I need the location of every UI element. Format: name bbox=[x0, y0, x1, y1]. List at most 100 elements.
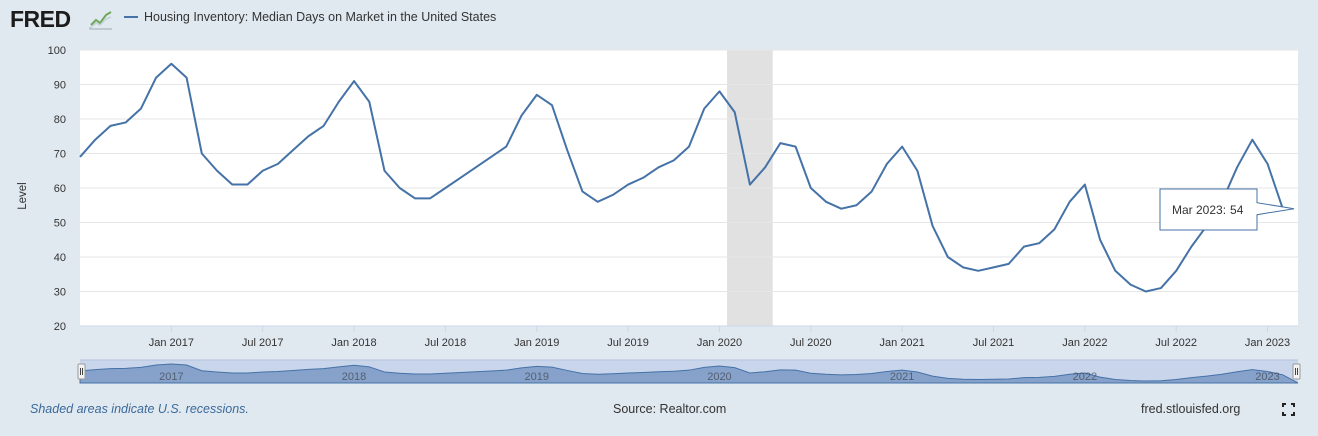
data-point[interactable] bbox=[627, 183, 629, 185]
site-link[interactable]: fred.stlouisfed.org bbox=[1141, 402, 1241, 416]
data-point[interactable] bbox=[353, 80, 355, 82]
data-point[interactable] bbox=[886, 163, 888, 165]
data-point[interactable] bbox=[1175, 270, 1177, 272]
data-point[interactable] bbox=[1129, 283, 1131, 285]
data-point[interactable] bbox=[931, 225, 933, 227]
data-point[interactable] bbox=[338, 101, 340, 103]
data-point[interactable] bbox=[1008, 263, 1010, 265]
data-point[interactable] bbox=[520, 114, 522, 116]
data-point[interactable] bbox=[1068, 201, 1070, 203]
data-point[interactable] bbox=[1038, 242, 1040, 244]
data-point[interactable] bbox=[1190, 245, 1192, 247]
data-point[interactable] bbox=[855, 204, 857, 206]
data-point[interactable] bbox=[94, 139, 96, 141]
fred-logo[interactable]: FRED bbox=[10, 6, 71, 32]
data-point[interactable] bbox=[794, 145, 796, 147]
data-point[interactable] bbox=[566, 149, 568, 151]
data-point[interactable] bbox=[551, 104, 553, 106]
x-tick-label: Jul 2022 bbox=[1155, 337, 1197, 349]
data-point[interactable] bbox=[673, 159, 675, 161]
data-point[interactable] bbox=[459, 176, 461, 178]
data-point[interactable] bbox=[1099, 239, 1101, 241]
data-point[interactable] bbox=[810, 187, 812, 189]
data-point[interactable] bbox=[383, 170, 385, 172]
series-line[interactable] bbox=[79, 62, 1284, 293]
data-point[interactable] bbox=[505, 145, 507, 147]
data-point[interactable] bbox=[703, 107, 705, 109]
y-tick-label: 60 bbox=[54, 183, 66, 195]
data-point[interactable] bbox=[444, 187, 446, 189]
data-point[interactable] bbox=[170, 63, 172, 65]
data-point[interactable] bbox=[216, 170, 218, 172]
data-point[interactable] bbox=[277, 163, 279, 165]
navigator-year-label: 2022 bbox=[1073, 371, 1097, 383]
fred-chart-icon bbox=[88, 8, 114, 30]
data-point[interactable] bbox=[536, 94, 538, 96]
data-point[interactable] bbox=[825, 201, 827, 203]
data-point[interactable] bbox=[779, 142, 781, 144]
handle-grip[interactable] bbox=[1292, 363, 1301, 380]
data-point[interactable] bbox=[1023, 245, 1025, 247]
data-point[interactable] bbox=[962, 266, 964, 268]
data-point[interactable] bbox=[475, 166, 477, 168]
data-point[interactable] bbox=[840, 208, 842, 210]
navigator-handle-right[interactable] bbox=[1292, 363, 1301, 380]
navigator-year-label: 2019 bbox=[525, 371, 549, 383]
data-point[interactable] bbox=[733, 111, 735, 113]
data-point[interactable] bbox=[231, 183, 233, 185]
data-point[interactable] bbox=[749, 183, 751, 185]
recession-note: Shaded areas indicate U.S. recessions. bbox=[30, 402, 249, 416]
data-point[interactable] bbox=[155, 76, 157, 78]
data-point[interactable] bbox=[947, 256, 949, 258]
data-point[interactable] bbox=[399, 187, 401, 189]
data-point[interactable] bbox=[262, 170, 264, 172]
navigator-year-label: 2017 bbox=[159, 371, 183, 383]
data-point[interactable] bbox=[414, 197, 416, 199]
line-chart[interactable]: 20 30 40 50 60 70 80 90 100 Jan 2017 Jul 2017 Jan … bbox=[0, 0, 1318, 400]
data-point[interactable] bbox=[1053, 228, 1055, 230]
x-tick-label: Jan 2021 bbox=[880, 337, 925, 349]
data-point[interactable] bbox=[1266, 163, 1268, 165]
navigator-handle-left[interactable] bbox=[77, 363, 86, 380]
data-point[interactable] bbox=[429, 197, 431, 199]
data-point[interactable] bbox=[1236, 166, 1238, 168]
legend-swatch bbox=[124, 16, 138, 18]
data-point[interactable] bbox=[307, 135, 309, 137]
data-point[interactable] bbox=[246, 183, 248, 185]
navigator-year-label: 2021 bbox=[890, 371, 914, 383]
legend-label: Housing Inventory: Median Days on Market… bbox=[144, 10, 497, 24]
data-point[interactable] bbox=[1084, 183, 1086, 185]
data-point[interactable] bbox=[490, 156, 492, 158]
data-point[interactable] bbox=[718, 90, 720, 92]
data-point[interactable] bbox=[1114, 270, 1116, 272]
data-point[interactable] bbox=[124, 121, 126, 123]
data-point[interactable] bbox=[292, 149, 294, 151]
data-point[interactable] bbox=[596, 201, 598, 203]
fullscreen-icon[interactable] bbox=[1282, 403, 1295, 416]
handle-grip[interactable] bbox=[77, 363, 86, 380]
data-point[interactable] bbox=[201, 152, 203, 154]
data-point[interactable] bbox=[79, 156, 81, 158]
data-point[interactable] bbox=[764, 166, 766, 168]
data-point[interactable] bbox=[109, 125, 111, 127]
tooltip-box bbox=[1159, 188, 1295, 231]
data-point[interactable] bbox=[642, 176, 644, 178]
data-point[interactable] bbox=[1145, 290, 1147, 292]
data-point[interactable] bbox=[185, 76, 187, 78]
data-point[interactable] bbox=[977, 270, 979, 272]
x-tick-label: Jan 2022 bbox=[1062, 337, 1107, 349]
data-point[interactable] bbox=[901, 145, 903, 147]
data-point[interactable] bbox=[916, 170, 918, 172]
data-point[interactable] bbox=[368, 101, 370, 103]
data-point[interactable] bbox=[871, 190, 873, 192]
chart-legend[interactable]: Housing Inventory: Median Days on Market… bbox=[124, 10, 496, 24]
data-point[interactable] bbox=[1251, 139, 1253, 141]
data-point[interactable] bbox=[322, 125, 324, 127]
data-point[interactable] bbox=[992, 266, 994, 268]
data-point[interactable] bbox=[688, 145, 690, 147]
data-point[interactable] bbox=[612, 194, 614, 196]
data-point[interactable] bbox=[657, 166, 659, 168]
data-point[interactable] bbox=[140, 107, 142, 109]
data-point[interactable] bbox=[1160, 287, 1162, 289]
data-point[interactable] bbox=[581, 190, 583, 192]
